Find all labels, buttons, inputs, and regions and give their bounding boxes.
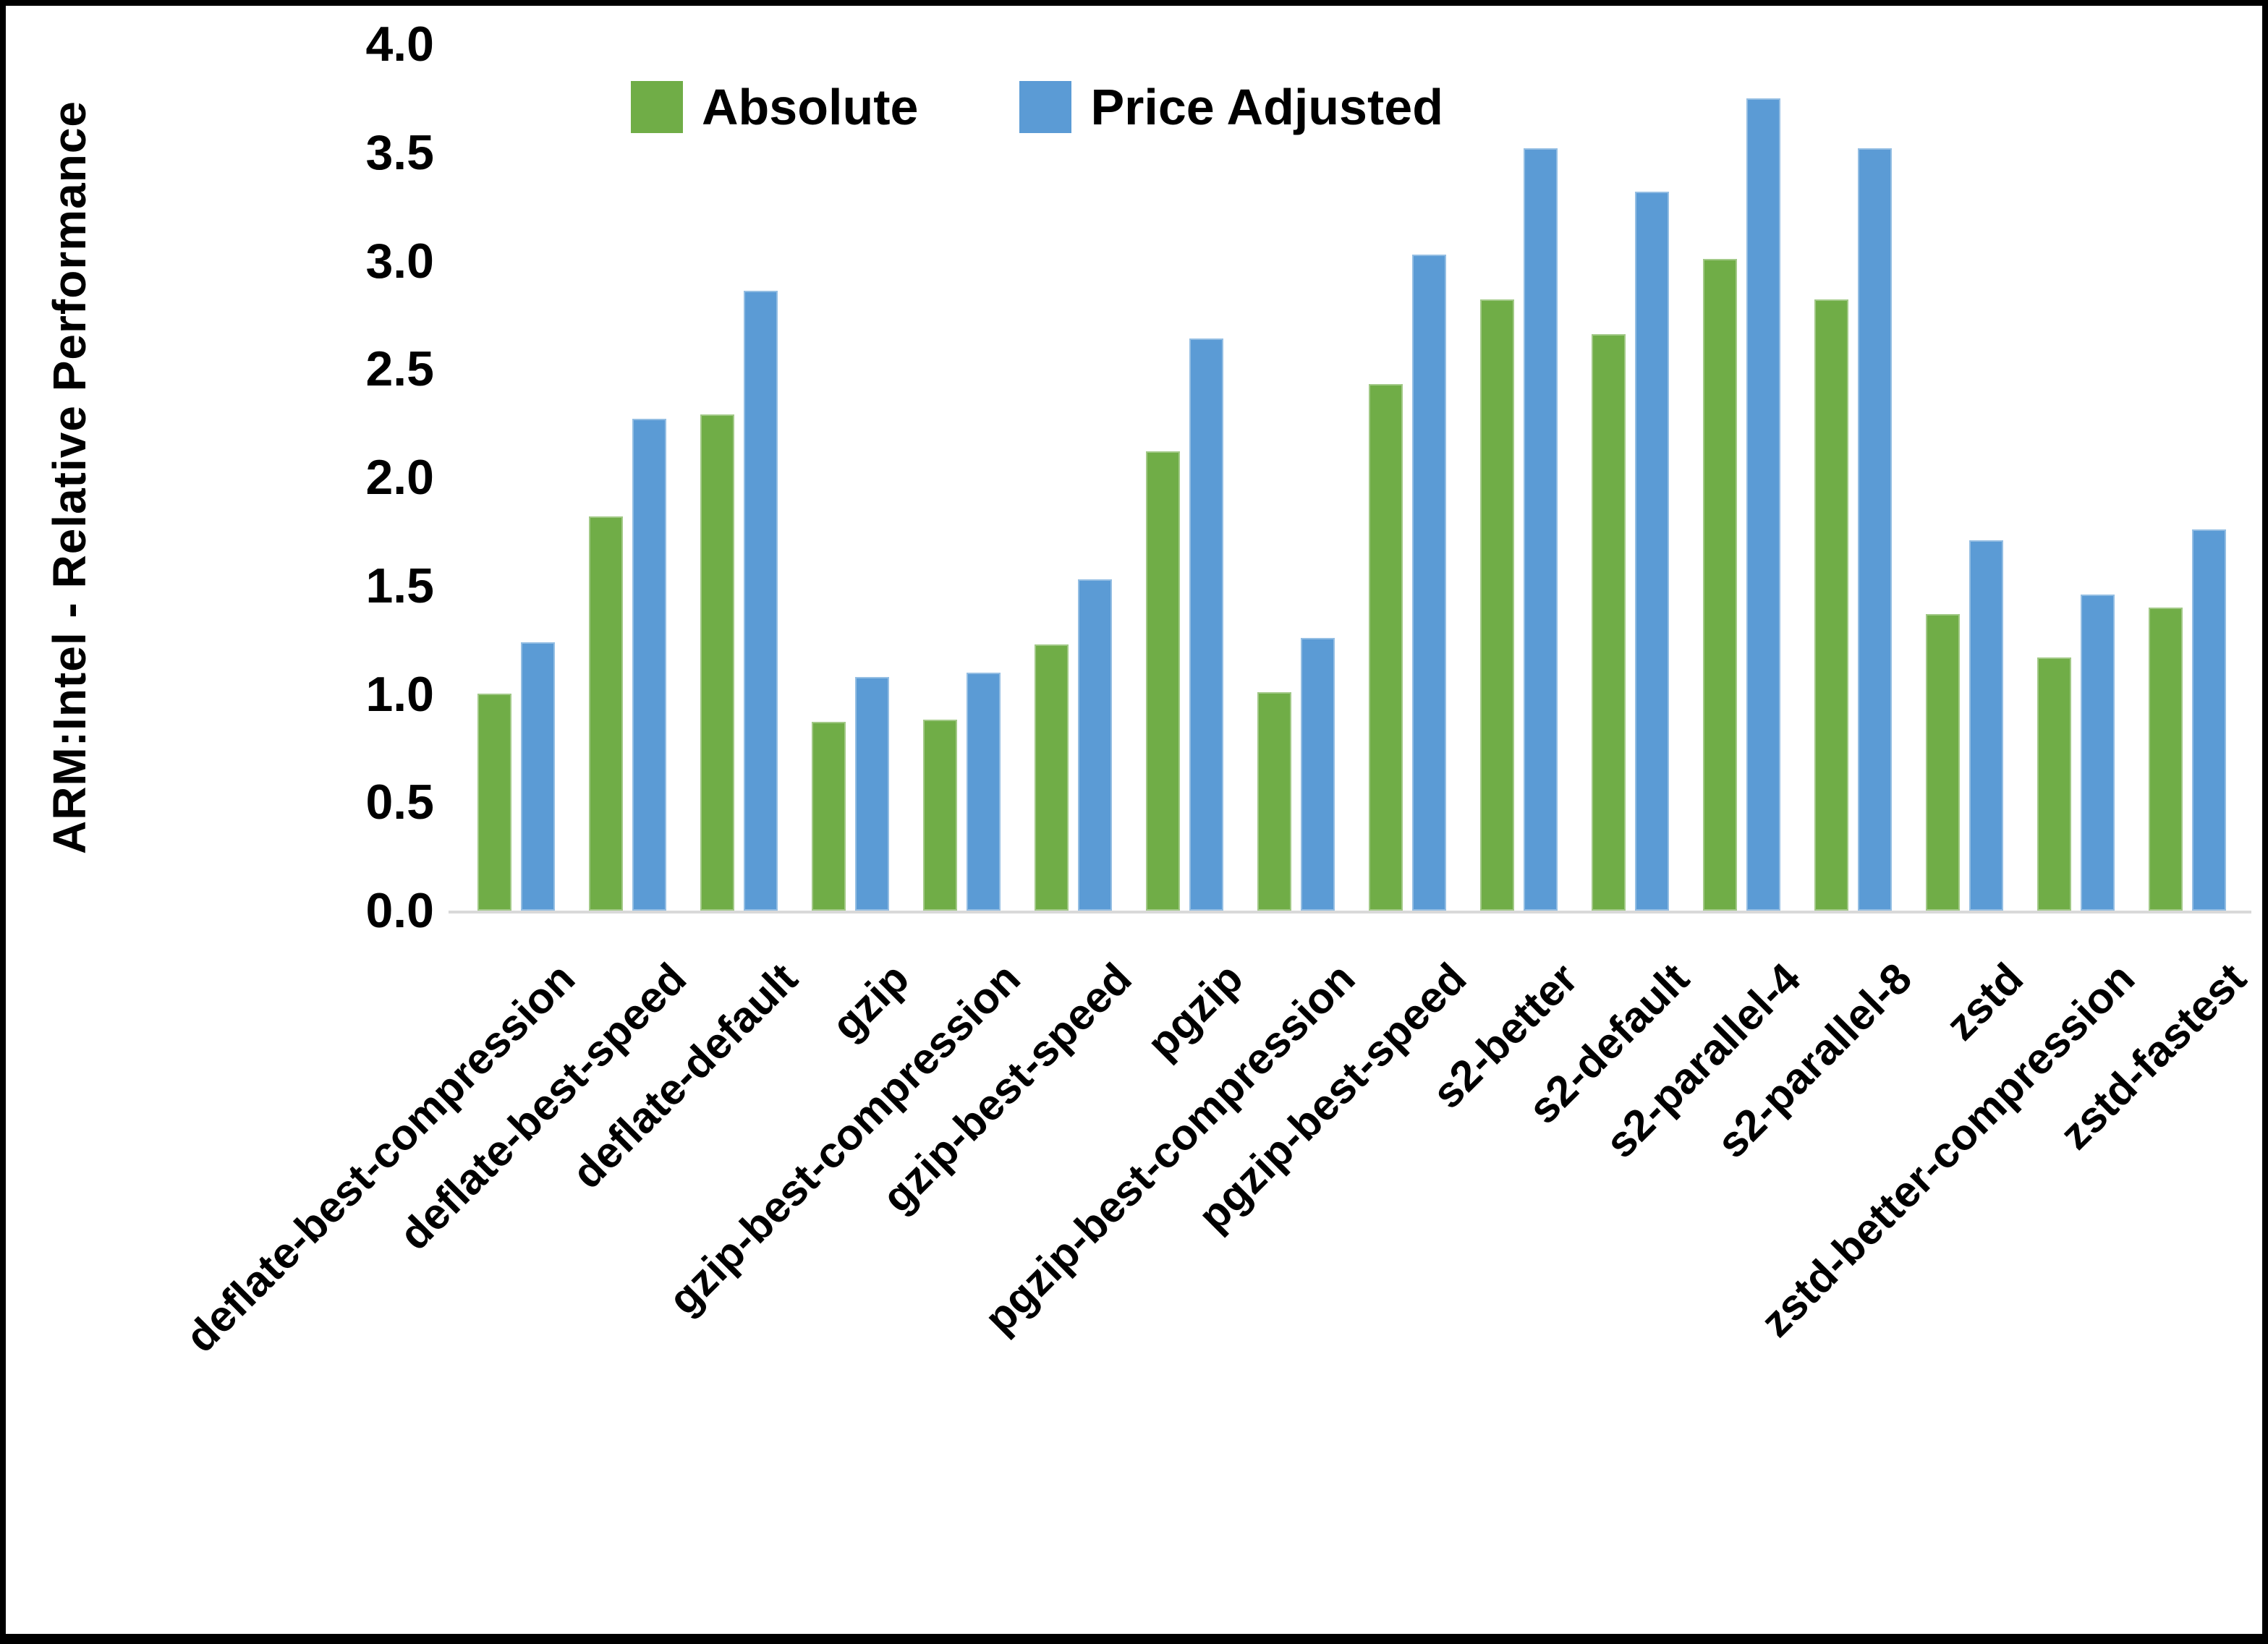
x-axis-line [449,911,2251,913]
legend: Absolute Price Adjusted [631,78,1443,136]
bar-absolute-gzip-best-compression [923,720,957,911]
bar-absolute-deflate-default [700,414,734,911]
bar-price-adjusted-s2-default [1635,192,1669,911]
bar-price-adjusted-zstd-better-compression [2081,595,2115,911]
legend-label-absolute: Absolute [702,79,919,135]
y-tick-label-4.0: 4.0 [365,17,434,72]
bar-price-adjusted-pgzip [1189,338,1223,911]
y-tick-label-0.5: 0.5 [365,775,434,830]
bar-absolute-pgzip [1146,451,1180,911]
x-tick-label-zstd: zstd [1936,953,2033,1049]
x-tick-label-s2-parallel-8: s2-parallel-8 [1707,953,1921,1167]
bar-price-adjusted-deflate-best-speed [632,419,666,911]
bar-absolute-s2-default [1592,334,1626,911]
bar-absolute-deflate-best-compression [477,694,511,911]
bar-absolute-s2-parallel-8 [1814,299,1848,911]
legend-swatch-price-adjusted-icon [1019,81,1072,133]
legend-label-price-adjusted: Price Adjusted [1090,79,1443,135]
bar-price-adjusted-s2-better [1524,148,1558,911]
y-axis-title: ARM:Intel - Relative Performance [43,100,95,855]
y-tick-label-3.0: 3.0 [365,233,434,289]
legend-item-absolute: Absolute [631,78,918,136]
y-tick-label-1.0: 1.0 [365,666,434,722]
bar-absolute-zstd-better-compression [2037,657,2071,911]
bar-price-adjusted-pgzip-best-compression [1301,638,1335,911]
bar-price-adjusted-deflate-best-compression [521,642,555,911]
bar-absolute-s2-parallel-4 [1703,259,1737,911]
bar-absolute-pgzip-best-speed [1369,384,1403,911]
bar-absolute-zstd [1926,614,1960,911]
bar-price-adjusted-gzip-best-speed [1078,579,1112,911]
bar-price-adjusted-zstd [1969,540,2003,911]
y-tick-label-1.5: 1.5 [365,558,434,613]
bar-absolute-s2-better [1480,299,1514,911]
bar-price-adjusted-gzip [855,677,889,911]
bar-price-adjusted-s2-parallel-8 [1858,148,1892,911]
y-tick-label-3.5: 3.5 [365,124,434,180]
legend-swatch-absolute-icon [631,81,683,133]
y-tick-label-0.0: 0.0 [365,883,434,938]
y-tick-label-2.5: 2.5 [365,341,434,397]
bar-absolute-gzip-best-speed [1035,644,1069,911]
bar-absolute-zstd-fastest [2149,608,2183,911]
bar-absolute-deflate-best-speed [589,516,623,911]
bar-price-adjusted-gzip-best-compression [967,673,1001,911]
bar-price-adjusted-s2-parallel-4 [1746,98,1780,911]
x-tick-label-gzip: gzip [822,953,919,1049]
legend-item-price-adjusted: Price Adjusted [1019,78,1443,136]
bar-absolute-pgzip-best-compression [1257,692,1291,911]
y-tick-label-2.0: 2.0 [365,450,434,505]
bar-absolute-gzip [812,722,846,911]
bar-price-adjusted-deflate-default [744,291,778,911]
bar-price-adjusted-zstd-fastest [2192,529,2226,911]
bar-price-adjusted-pgzip-best-speed [1412,255,1446,911]
